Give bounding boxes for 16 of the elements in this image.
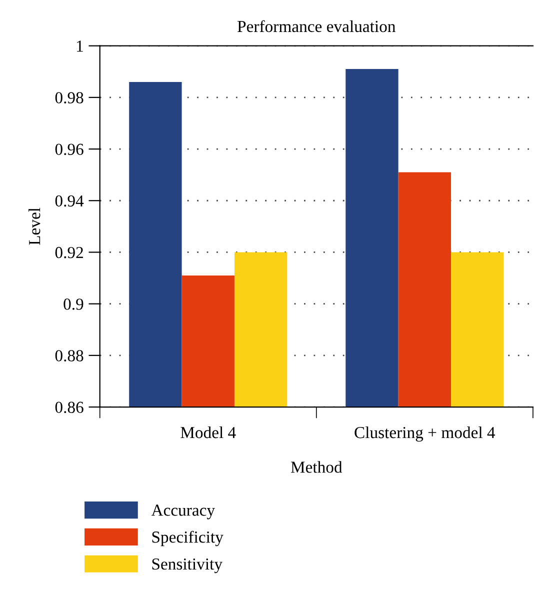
y-tick-label: 0.88 [55, 350, 84, 362]
y-tick-label: 0.86 [55, 402, 84, 414]
y-tick-label: 0.98 [55, 92, 84, 104]
chart-title: Performance evaluation [238, 20, 396, 32]
legend-label: Sensitivity [152, 558, 222, 574]
y-tick-label: 1 [77, 40, 83, 52]
y-tick-label: 0.92 [55, 246, 83, 258]
y-tick-label: 0.9 [64, 298, 84, 310]
y-tick-label: 0.94 [55, 195, 84, 207]
legend-label: Accuracy [151, 504, 215, 520]
y-axis-title: Level [28, 208, 40, 245]
y-tick-label: 0.96 [55, 144, 84, 156]
x-axis-title: Method [290, 461, 342, 473]
x-tick-label: Model 4 [180, 426, 236, 438]
legend-label: Specificity [152, 530, 224, 546]
x-tick-label: Clustering + model 4 [354, 426, 496, 442]
